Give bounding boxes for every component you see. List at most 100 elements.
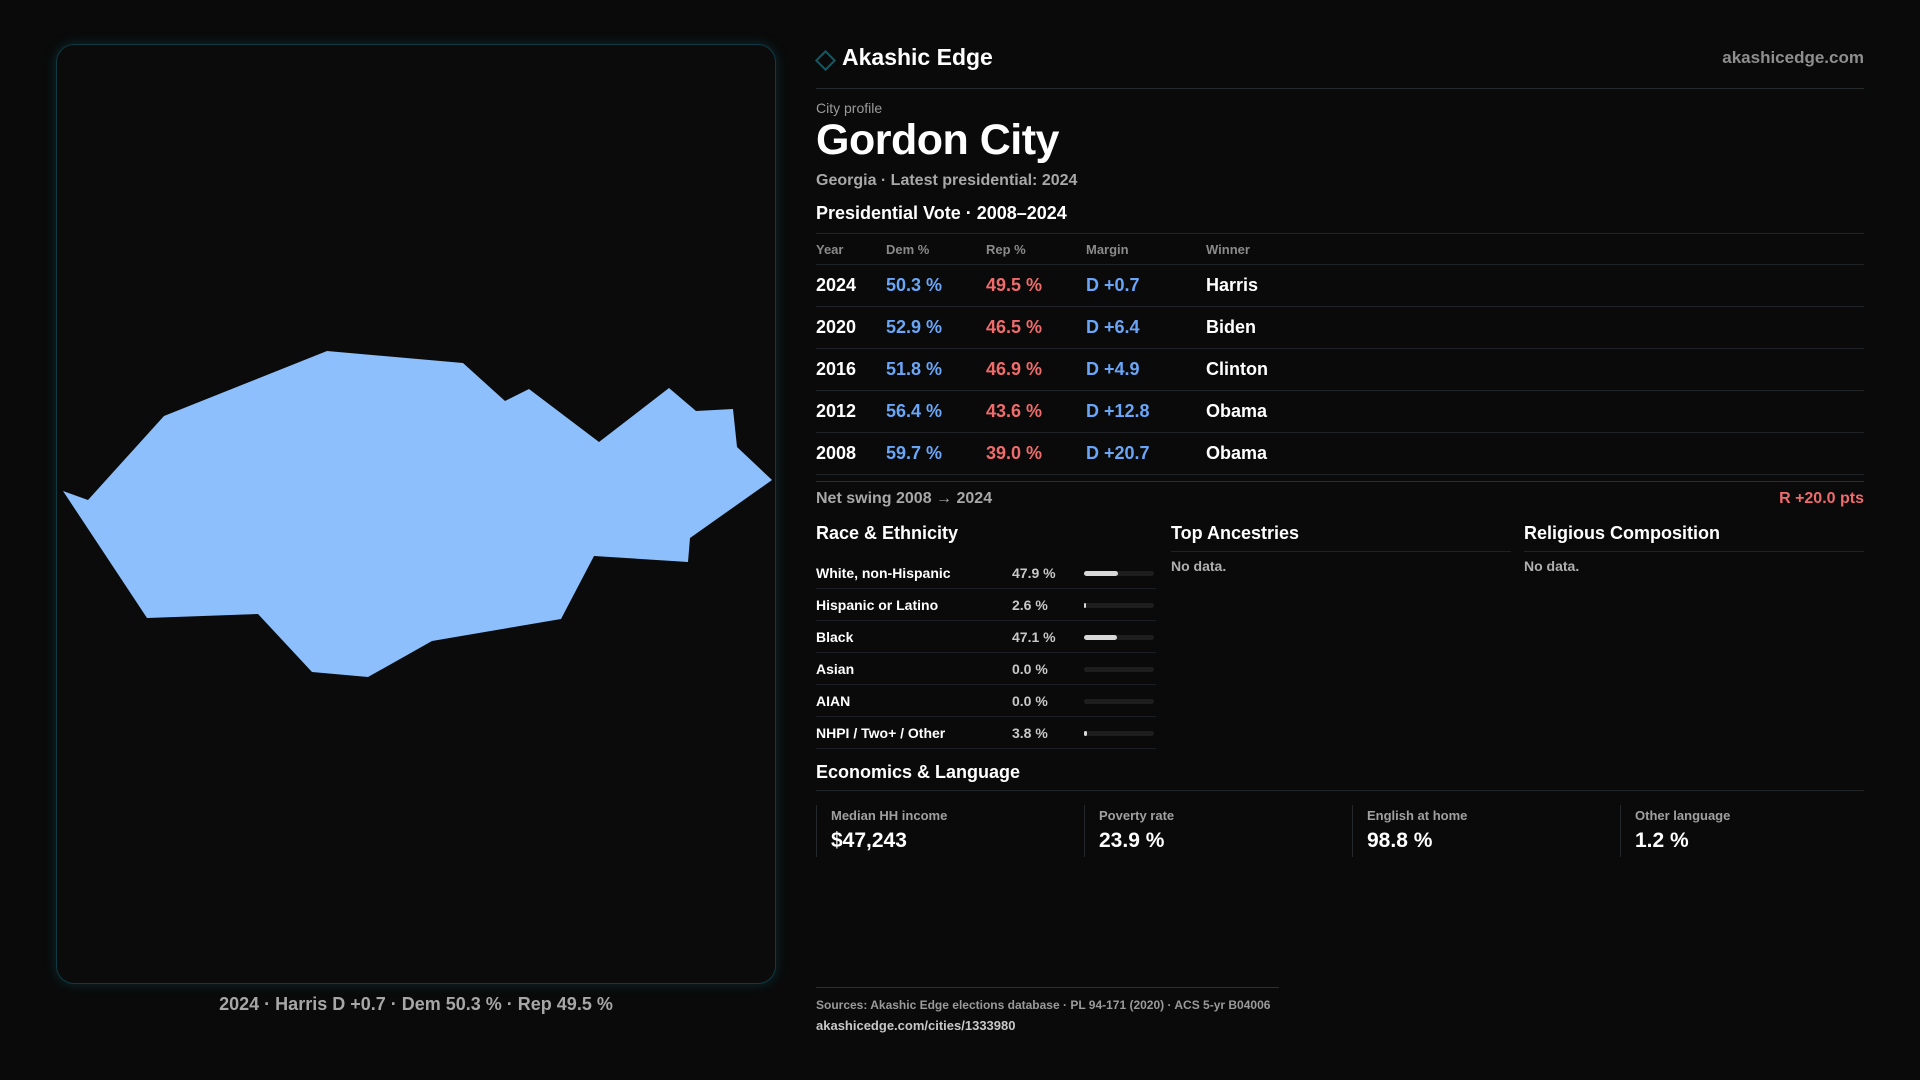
religion-divider: [1524, 551, 1864, 552]
net-swing-row: Net swing 2008 → 2024 R +20.0 pts: [816, 481, 1864, 516]
economics-card-value: 1.2 %: [1635, 829, 1689, 852]
economics-card-value: 23.9 %: [1099, 829, 1165, 852]
header: Akashic Edge akashicedge.com: [814, 44, 1864, 89]
vote-dem-pct: 56.4 %: [886, 390, 986, 433]
vote-rep-pct: 46.5 %: [986, 306, 1086, 349]
vote-rep-pct: 43.6 %: [986, 390, 1086, 433]
vote-section-title: Presidential Vote · 2008–2024: [816, 203, 1067, 223]
vote-dem-pct: 59.7 %: [886, 432, 986, 475]
economics-card: Poverty rate 23.9 %: [1084, 805, 1335, 857]
net-swing-value: R +20.0 pts: [1779, 490, 1864, 507]
vote-row: 2012 56.4 % 43.6 % D +12.8 Obama: [816, 390, 1864, 433]
vote-dem-pct: 50.3 %: [886, 264, 986, 307]
race-bar-track: [1084, 699, 1154, 704]
map-caption: 2024 · Harris D +0.7 · Dem 50.3 % · Rep …: [219, 994, 613, 1014]
vote-margin: D +0.7: [1086, 264, 1206, 307]
race-section-title: Race & Ethnicity: [816, 523, 959, 543]
race-label: NHPI / Two+ / Other: [816, 725, 946, 741]
col-year: Year: [816, 233, 886, 265]
race-bar-fill: [1084, 571, 1118, 576]
vote-winner: Clinton: [1206, 348, 1864, 391]
vote-year: 2024: [816, 264, 886, 307]
race-bar-track: [1084, 731, 1154, 736]
race-pct: 0.0 %: [1012, 661, 1048, 677]
brand-name: Akashic Edge: [842, 44, 993, 70]
city-map-panel: [56, 44, 776, 984]
race-bar-track: [1084, 667, 1154, 672]
page-subtitle: Georgia · Latest presidential: 2024: [816, 172, 1078, 189]
page-url-link[interactable]: akashicedge.com/cities/1333980: [816, 1018, 1016, 1033]
footer-divider: [816, 987, 1279, 988]
vote-table-header: Year Dem % Rep % Margin Winner: [816, 233, 1864, 265]
religion-section-title: Religious Composition: [1524, 523, 1720, 543]
page-eyebrow: City profile: [816, 100, 883, 116]
race-pct: 0.0 %: [1012, 693, 1048, 709]
economics-card: Other language 1.2 %: [1620, 805, 1871, 857]
race-row: Asian 0.0 %: [816, 653, 1156, 685]
race-bar-track: [1084, 571, 1154, 576]
race-bar-fill: [1084, 635, 1117, 640]
net-swing-label: Net swing 2008 → 2024: [816, 490, 993, 507]
vote-margin: D +20.7: [1086, 432, 1206, 475]
economics-card-label: Poverty rate: [1099, 808, 1175, 823]
race-row: Black 47.1 %: [816, 621, 1156, 653]
vote-margin: D +6.4: [1086, 306, 1206, 349]
economics-card-label: Median HH income: [831, 808, 948, 823]
col-rep: Rep %: [986, 233, 1086, 265]
vote-row: 2024 50.3 % 49.5 % D +0.7 Harris: [816, 264, 1864, 307]
race-row: White, non-Hispanic 47.9 %: [816, 557, 1156, 589]
race-label: Black: [816, 629, 854, 645]
race-pct: 47.9 %: [1012, 565, 1056, 581]
race-row: AIAN 0.0 %: [816, 685, 1156, 717]
economics-card: Median HH income $47,243: [816, 805, 1067, 857]
economics-card: English at home 98.8 %: [1352, 805, 1603, 857]
race-row: Hispanic or Latino 2.6 %: [816, 589, 1156, 621]
economics-card-label: English at home: [1367, 808, 1468, 823]
vote-table: Year Dem % Rep % Margin Winner 2024 50.3 …: [816, 233, 1864, 475]
race-label: Hispanic or Latino: [816, 597, 939, 613]
site-link[interactable]: akashicedge.com: [1722, 48, 1864, 67]
city-shape-map: [63, 351, 772, 677]
vote-year: 2012: [816, 390, 886, 433]
vote-margin: D +12.8: [1086, 390, 1206, 433]
economics-card-value: 98.8 %: [1367, 829, 1433, 852]
vote-year: 2016: [816, 348, 886, 391]
city-boundary-shape: [63, 351, 772, 677]
vote-winner: Obama: [1206, 390, 1864, 433]
economics-section-title: Economics & Language: [816, 762, 1021, 782]
ancestries-empty: No data.: [1171, 558, 1227, 574]
diamond-logo-icon: [814, 49, 837, 72]
ancestries-divider: [1171, 551, 1511, 552]
economics-card-value: $47,243: [831, 829, 907, 852]
vote-winner: Biden: [1206, 306, 1864, 349]
vote-rep-pct: 49.5 %: [986, 264, 1086, 307]
religion-empty: No data.: [1524, 558, 1580, 574]
vote-winner: Harris: [1206, 264, 1864, 307]
vote-year: 2008: [816, 432, 886, 475]
vote-dem-pct: 52.9 %: [886, 306, 986, 349]
race-label: AIAN: [816, 693, 851, 709]
race-list: White, non-Hispanic 47.9 % Hispanic or Lat…: [816, 557, 1156, 749]
race-row: NHPI / Two+ / Other 3.8 %: [816, 717, 1156, 749]
page-title: Gordon City: [816, 116, 1059, 164]
vote-margin: D +4.9: [1086, 348, 1206, 391]
race-pct: 47.1 %: [1012, 629, 1056, 645]
vote-rep-pct: 46.9 %: [986, 348, 1086, 391]
vote-dem-pct: 51.8 %: [886, 348, 986, 391]
col-dem: Dem %: [886, 233, 986, 265]
vote-row: 2020 52.9 % 46.5 % D +6.4 Biden: [816, 306, 1864, 349]
race-bar-fill: [1084, 731, 1087, 736]
economics-card-label: Other language: [1635, 808, 1731, 823]
sources-note: Sources: Akashic Edge elections database…: [816, 998, 1271, 1012]
race-bar-fill: [1084, 603, 1086, 608]
ancestries-section-title: Top Ancestries: [1171, 523, 1300, 543]
race-label: White, non-Hispanic: [816, 565, 951, 581]
col-winner: Winner: [1206, 233, 1864, 265]
vote-winner: Obama: [1206, 432, 1864, 475]
race-bar-track: [1084, 603, 1154, 608]
vote-row: 2008 59.7 % 39.0 % D +20.7 Obama: [816, 432, 1864, 475]
col-margin: Margin: [1086, 233, 1206, 265]
vote-rep-pct: 39.0 %: [986, 432, 1086, 475]
race-bar-track: [1084, 635, 1154, 640]
vote-year: 2020: [816, 306, 886, 349]
